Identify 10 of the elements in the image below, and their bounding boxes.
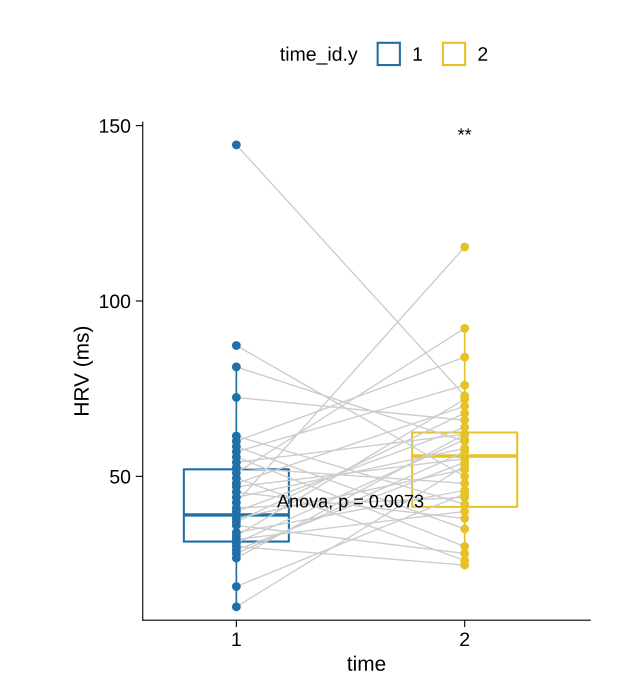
x-axis-title: time [347, 656, 386, 671]
annotation: ** [458, 128, 472, 135]
annotation: Anova, p = 0.0073 [277, 494, 424, 512]
legend-title: time_id.y [280, 46, 358, 65]
y-tick-label: 50 [110, 470, 130, 484]
y-axis-title: HRV (ms) [74, 326, 93, 415]
legend-label: 2 [478, 47, 488, 61]
y-tick-label: 150 [100, 119, 130, 133]
legend-label: 1 [414, 47, 422, 61]
y-tick-label: 100 [100, 294, 130, 308]
